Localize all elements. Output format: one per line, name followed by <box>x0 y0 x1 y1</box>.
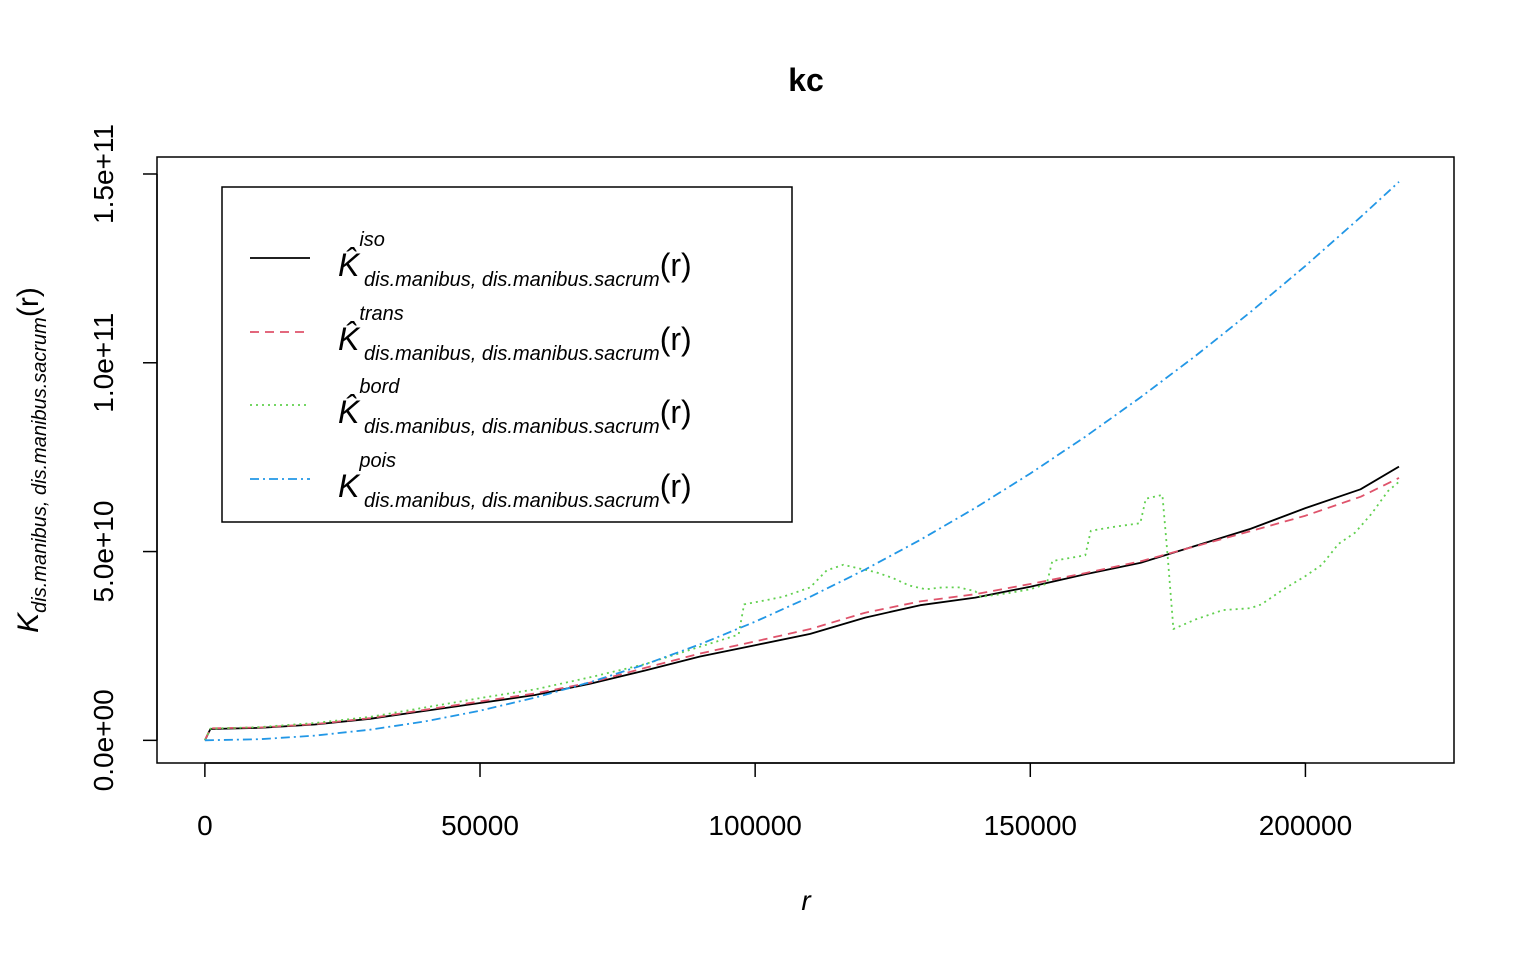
legend-label-iso: K̂iso dis.manibus, dis.manibus.sacrum(r) <box>338 229 692 291</box>
series-line-trans <box>204 477 1400 741</box>
legend-subscript: dis.manibus, dis.manibus.sacrum <box>364 416 660 438</box>
y-axis-label-main: K <box>12 611 45 633</box>
legend-symbol: K̂ <box>338 394 361 430</box>
legend: K̂iso dis.manibus, dis.manibus.sacrum(r)K… <box>221 186 793 523</box>
legend-subscript: dis.manibus, dis.manibus.sacrum <box>364 269 660 291</box>
x-tick-label: 100000 <box>708 810 801 841</box>
legend-box <box>221 186 793 523</box>
x-axis-label: r <box>801 885 812 916</box>
x-tick-label: 200000 <box>1259 810 1352 841</box>
chart-title: kc <box>788 62 824 98</box>
y-tick-label: 1.0e+11 <box>88 313 119 413</box>
legend-symbol: K <box>338 468 361 504</box>
x-tick-label: 150000 <box>984 810 1077 841</box>
y-axis-label: Kdis.manibus, dis.manibus.sacrum(r) <box>12 287 51 633</box>
series-line-bord <box>204 481 1400 741</box>
legend-subscript: dis.manibus, dis.manibus.sacrum <box>364 343 660 365</box>
series-line-pois <box>204 181 1400 742</box>
legend-subscript: dis.manibus, dis.manibus.sacrum <box>364 490 660 512</box>
y-tick-label: 0.0e+00 <box>88 689 119 791</box>
series-layer <box>204 181 1400 742</box>
y-tick-label: 5.0e+10 <box>88 501 119 603</box>
x-axis: 0 50000 100000 150000 200000 <box>197 762 1352 841</box>
y-tick-label: 1.5e+11 <box>88 124 119 224</box>
y-axis-label-sub: dis.manibus, dis.manibus.sacrum <box>29 317 51 613</box>
legend-superscript: trans <box>359 303 403 325</box>
legend-argument: (r) <box>660 394 692 430</box>
legend-superscript: iso <box>359 229 385 251</box>
legend-label-trans: K̂trans dis.manibus, dis.manibus.sacrum(r… <box>338 303 692 365</box>
y-axis: 0.0e+00 5.0e+10 1.0e+11 1.5e+11 <box>88 124 158 791</box>
legend-argument: (r) <box>660 321 692 357</box>
legend-argument: (r) <box>660 468 692 504</box>
legend-label-bord: K̂bord dis.manibus, dis.manibus.sacrum(r) <box>338 376 692 438</box>
legend-superscript: bord <box>359 376 400 398</box>
y-axis-label-arg: (r) <box>12 287 45 317</box>
x-tick-label: 0 <box>197 810 213 841</box>
legend-symbol: K̂ <box>338 247 361 283</box>
x-tick-label: 50000 <box>441 810 519 841</box>
legend-superscript: pois <box>358 450 396 472</box>
legend-label-pois: Kpois dis.manibus, dis.manibus.sacrum(r) <box>338 450 692 512</box>
legend-argument: (r) <box>660 247 692 283</box>
legend-symbol: K̂ <box>338 321 361 357</box>
